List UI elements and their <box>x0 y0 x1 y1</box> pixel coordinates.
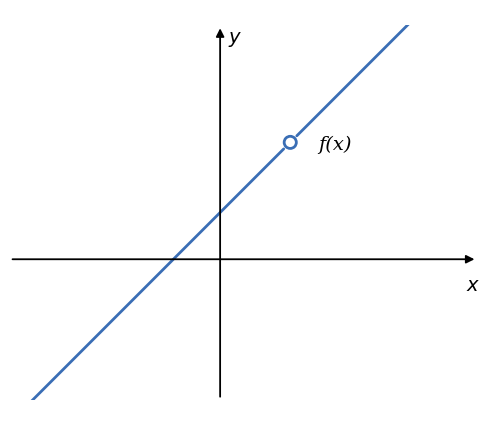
Text: x: x <box>467 276 478 295</box>
Text: f(x): f(x) <box>318 136 352 154</box>
Text: y: y <box>228 28 240 47</box>
Circle shape <box>284 136 296 148</box>
